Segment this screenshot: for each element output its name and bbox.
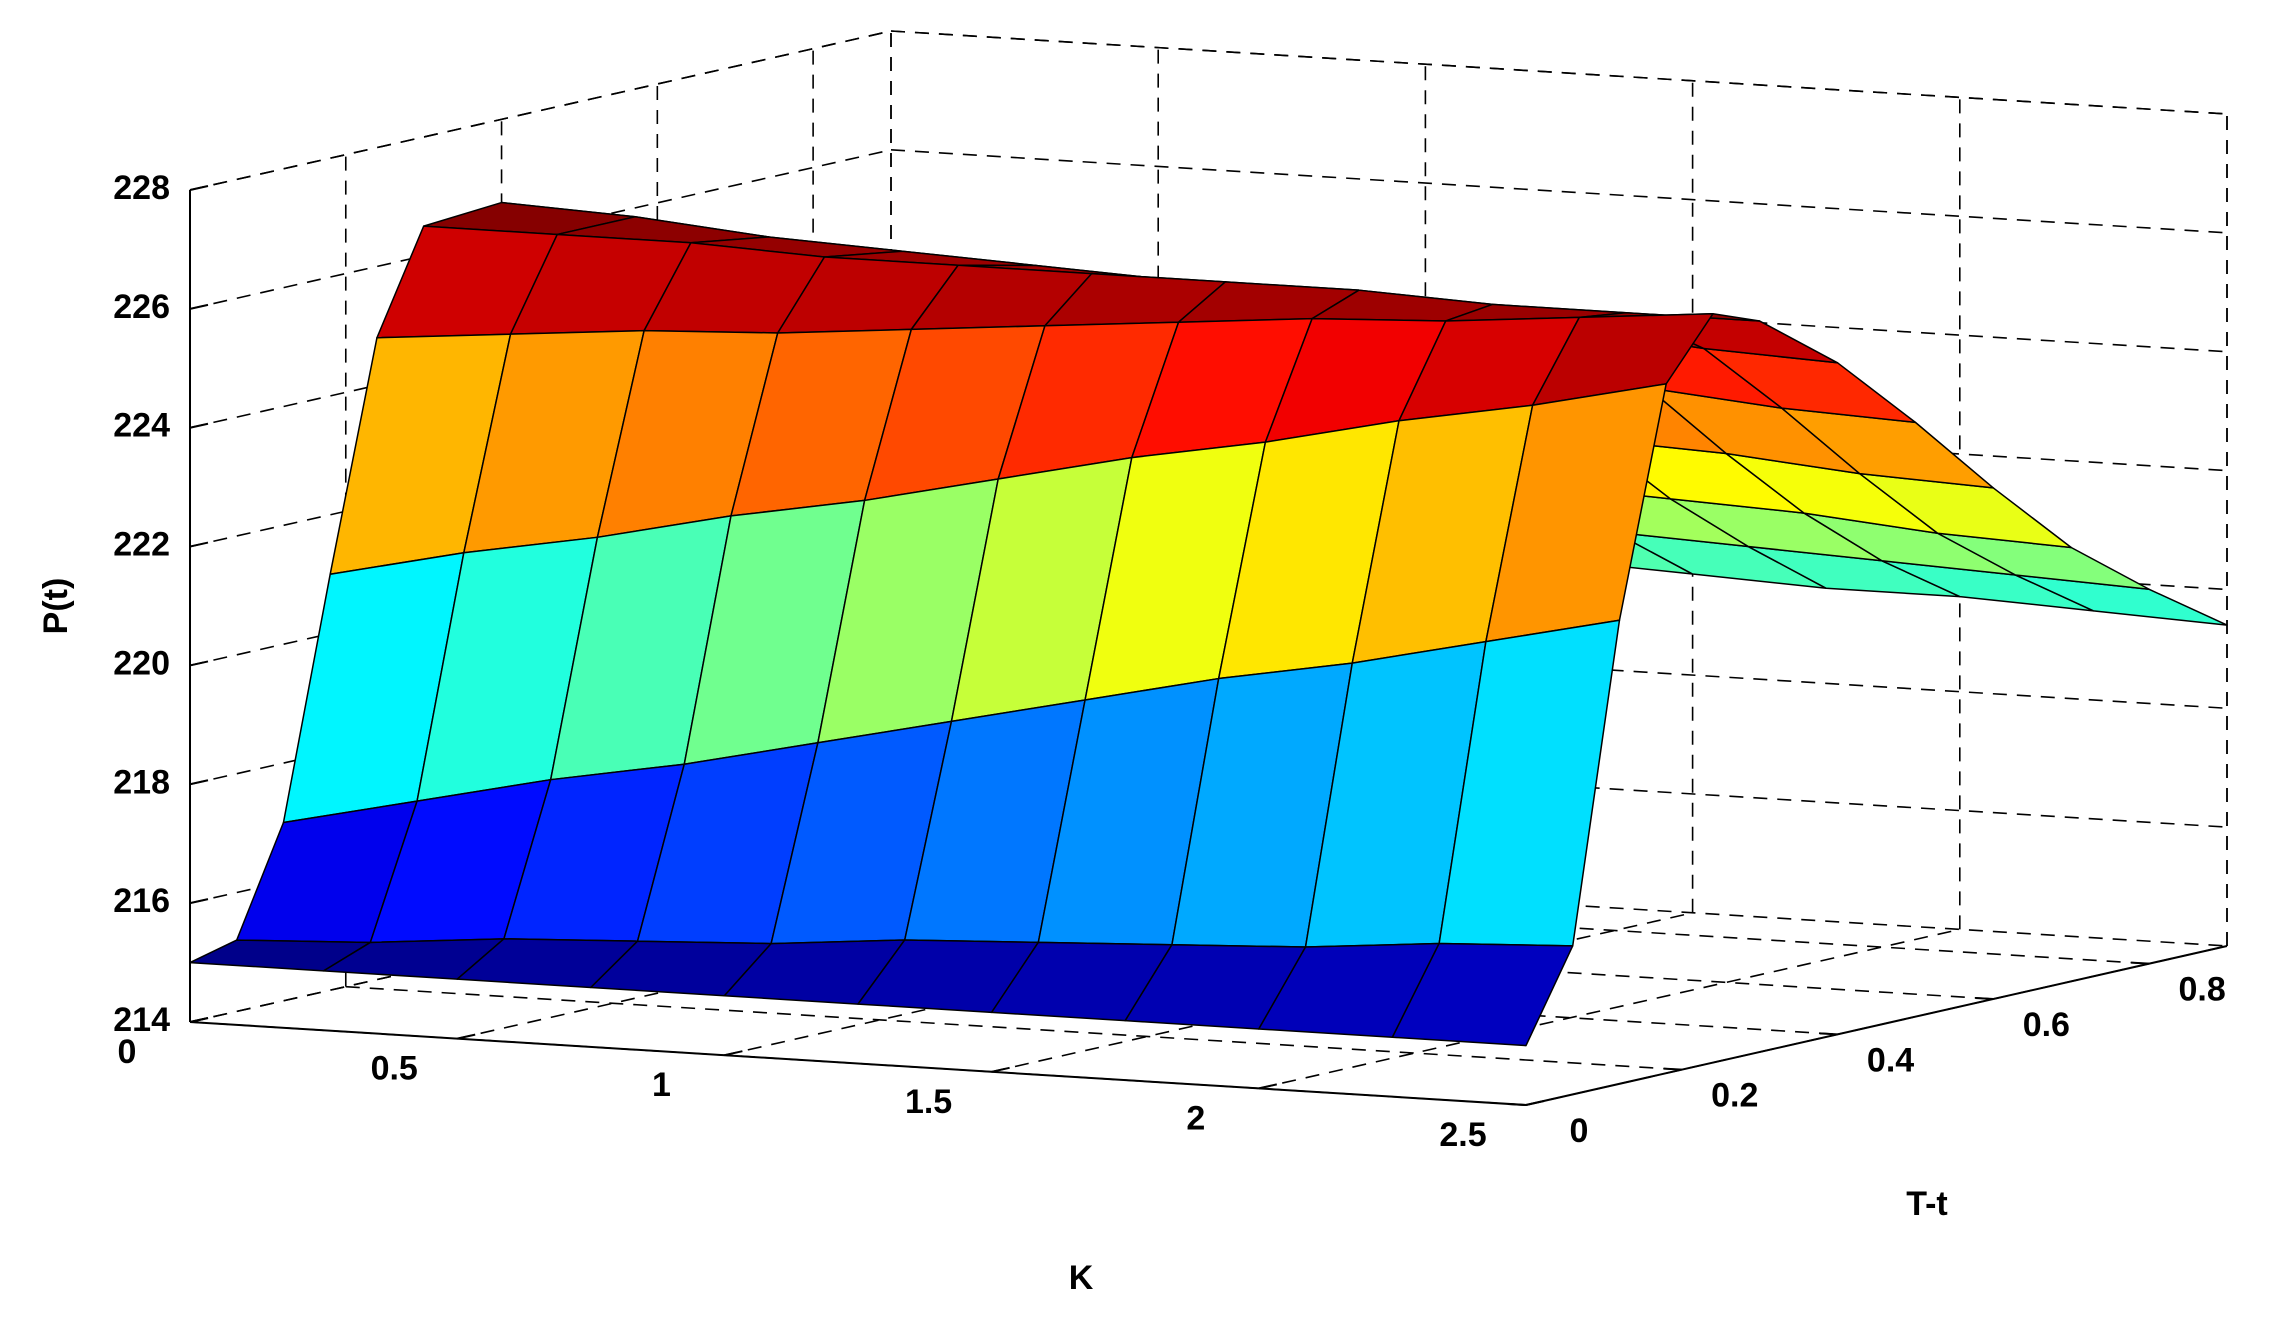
y-tick: [2131, 961, 2150, 965]
x-tick: [189, 1017, 209, 1023]
y-axis: [1525, 945, 2228, 1106]
x-tick: [724, 1050, 743, 1057]
z-tick: [189, 185, 209, 191]
z-tick-label: 218: [113, 763, 170, 801]
x-axis: [189, 1021, 1527, 1106]
grid-line: [890, 149, 2228, 234]
axes-layer: 214 216 218 220 222 224 226 228 0 0.5 1 1.5 2 2.5 0 0.2…: [113, 169, 2228, 1154]
z-tick-label: 216: [113, 882, 170, 920]
x-tick: [456, 1033, 476, 1040]
y-axis-label: T-t: [1906, 1185, 1948, 1223]
z-tick-label: 226: [113, 288, 170, 326]
x-tick: [1525, 1100, 1545, 1106]
z-tick-label: 220: [113, 644, 170, 682]
x-tick-label: 1.5: [905, 1083, 952, 1121]
y-tick-label: 0.2: [1711, 1077, 1758, 1115]
x-axis-label: K: [1069, 1259, 1094, 1297]
surface-face: [1391, 942, 1574, 1047]
y-tick-label: 0.8: [2178, 971, 2225, 1009]
x-tick-label: 2: [1186, 1099, 1205, 1137]
y-tick: [1663, 1067, 1682, 1071]
x-tick: [1258, 1083, 1278, 1090]
box-edge: [189, 30, 892, 191]
z-tick: [189, 422, 209, 429]
z-tick-label: 214: [113, 1001, 170, 1039]
y-tick: [1975, 997, 1994, 1000]
z-tick: [189, 660, 209, 667]
z-axis-label: P(t): [37, 578, 75, 635]
x-tick-label: 0: [118, 1033, 137, 1071]
x-tick-label: 2.5: [1439, 1116, 1486, 1154]
z-tick: [189, 541, 209, 548]
z-tick: [189, 898, 209, 905]
z-tick: [189, 303, 209, 310]
x-tick-label: 1: [652, 1066, 671, 1104]
y-tick-label: 0: [1570, 1112, 1589, 1150]
x-tick-label: 0.5: [371, 1050, 418, 1088]
y-tick-label: 0.4: [1867, 1041, 1914, 1079]
y-tick: [1507, 1103, 1527, 1106]
x-tick: [991, 1066, 1010, 1073]
z-tick-label: 224: [113, 407, 170, 445]
surface: [189, 201, 2228, 1047]
z-tick-label: 222: [113, 526, 170, 564]
y-tick: [1819, 1032, 1838, 1036]
z-tick-label: 228: [113, 169, 170, 207]
z-tick: [189, 779, 209, 786]
y-tick-label: 0.6: [2023, 1006, 2070, 1044]
grid-line: [345, 985, 1682, 1071]
box-edge: [890, 30, 2228, 115]
